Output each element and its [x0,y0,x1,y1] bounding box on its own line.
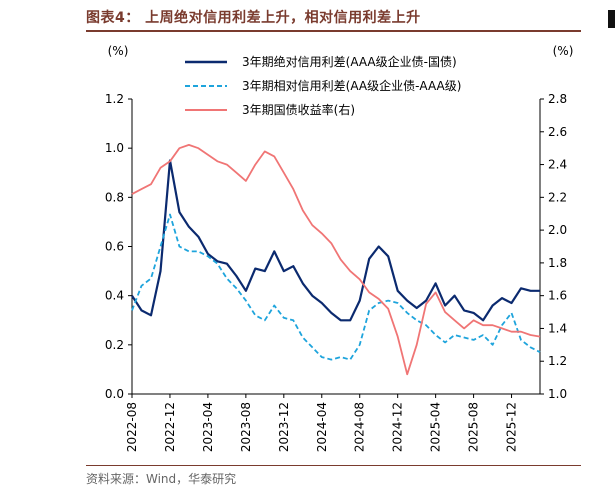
chart-title: 图表4： 上周绝对信用利差上升，相对信用利差上升 [86,10,421,26]
edge-marker [608,10,615,28]
x-axis-tick-label: 2024-04 [315,402,329,452]
legend: 3年期绝对信用利差(AAA级企业债-国债) 3年期相对信用利差(AA级企业债-A… [185,54,461,117]
x-axis-tick-label: 2025-08 [467,402,481,452]
left-axis-tick-label: 1.0 [105,141,124,155]
x-axis-tick-label: 2024-08 [353,402,367,452]
right-axis-tick-label: 2.4 [548,158,567,172]
source-note: 资料来源：Wind，华泰研究 [86,472,237,486]
x-axis-tick-label: 2025-12 [505,402,519,452]
title-divider [86,30,581,32]
left-axis-tick-label: 0.2 [105,338,124,352]
left-axis-unit: (%) [108,44,129,58]
legend-label-yield: 3年期国债收益率(右) [242,102,355,117]
right-axis-tick-label: 1.8 [548,256,567,270]
x-axis-tick-label: 2022-12 [163,402,177,452]
right-axis-tick-label: 2.0 [548,223,567,237]
x-axis-tick-label: 2023-08 [239,402,253,452]
right-axis-tick-label: 1.2 [548,354,567,368]
x-axis-tick-label: 2024-12 [391,402,405,452]
right-axis-tick-label: 1.4 [548,321,567,335]
series-lines [131,143,541,376]
right-axis-tick-label: 1.6 [548,289,567,303]
left-axis-tick-label: 0.4 [105,289,124,303]
left-axis-tick-label: 1.2 [105,92,124,106]
right-axis-tick-label: 2.2 [548,190,567,204]
axes: 0.0 0.2 0.4 0.6 0.8 1.0 1.2 1.0 1.2 1.4 1.6 1.8 2.0 2… [105,92,567,452]
footer-divider [86,465,581,466]
right-axis-tick-label: 2.6 [548,125,567,139]
left-axis-tick-label: 0.0 [105,387,124,401]
right-axis-tick-label: 1.0 [548,387,567,401]
right-axis-tick-label: 2.8 [548,92,567,106]
series-treasury-yield [131,143,541,376]
left-axis-tick-label: 0.6 [105,240,124,254]
series-absolute-spread [131,159,540,322]
x-axis-tick-label: 2022-08 [125,402,139,452]
x-axis-tick-label: 2023-04 [201,402,215,452]
x-axis-tick-label: 2025-04 [429,402,443,452]
legend-label-relative: 3年期相对信用利差(AA级企业债-AAA级) [242,78,461,93]
x-axis-tick-label: 2023-12 [277,402,291,452]
legend-label-absolute: 3年期绝对信用利差(AAA级企业债-国债) [242,54,457,69]
right-axis-unit: (%) [553,44,574,58]
chart-canvas: (%) (%) 3年期绝对信用利差(AAA级企业债-国债) 3年期相对信用利差(… [105,44,574,452]
series-relative-spread [131,213,541,361]
left-axis-tick-label: 0.8 [105,190,124,204]
